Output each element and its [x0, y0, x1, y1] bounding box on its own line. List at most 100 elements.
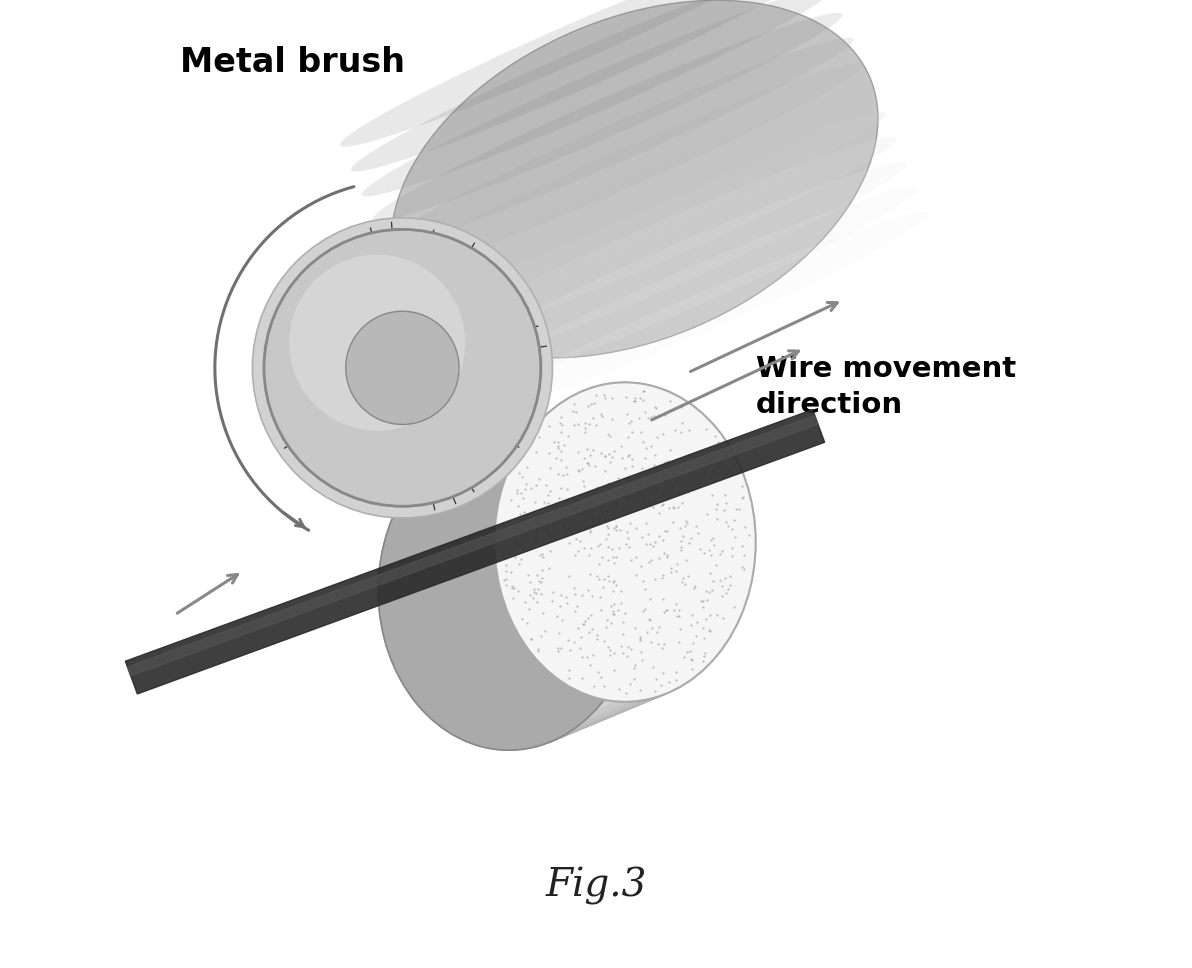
Point	[666, 563, 685, 579]
Point	[554, 518, 573, 533]
Point	[620, 539, 639, 555]
Point	[639, 409, 658, 425]
Point	[668, 468, 687, 483]
Point	[650, 619, 669, 634]
Point	[496, 572, 515, 588]
Point	[676, 518, 695, 533]
Point	[555, 502, 575, 518]
Polygon shape	[633, 575, 753, 640]
Point	[552, 588, 571, 603]
Text: Fig.3: Fig.3	[545, 866, 647, 905]
Point	[625, 660, 644, 676]
Point	[611, 439, 631, 454]
Point	[710, 572, 730, 588]
Point	[610, 522, 629, 537]
Point	[565, 503, 584, 519]
Polygon shape	[563, 681, 690, 737]
Point	[530, 586, 550, 601]
Point	[646, 400, 665, 415]
Point	[572, 629, 591, 645]
Point	[540, 544, 559, 560]
Ellipse shape	[290, 255, 465, 431]
Point	[611, 639, 631, 654]
Point	[718, 449, 737, 465]
Point	[697, 592, 716, 608]
Point	[591, 445, 610, 461]
Point	[596, 448, 615, 464]
Point	[603, 411, 622, 427]
Point	[713, 543, 732, 559]
Point	[701, 547, 720, 562]
Point	[607, 518, 626, 533]
Point	[638, 624, 657, 640]
Point	[524, 585, 544, 600]
Point	[551, 481, 570, 497]
Point	[581, 657, 600, 673]
Point	[635, 601, 654, 617]
Point	[569, 462, 588, 477]
Point	[701, 532, 720, 548]
Point	[621, 515, 640, 530]
Point	[592, 408, 611, 424]
Point	[645, 447, 664, 463]
Point	[671, 467, 690, 482]
Point	[596, 448, 615, 464]
Ellipse shape	[416, 112, 886, 320]
Point	[552, 443, 571, 459]
Point	[722, 540, 741, 556]
Point	[602, 616, 621, 631]
Point	[622, 424, 641, 439]
Point	[634, 392, 653, 408]
Point	[603, 606, 622, 621]
Point	[509, 557, 528, 572]
Point	[694, 545, 713, 560]
Point	[604, 596, 623, 612]
Point	[519, 567, 538, 583]
Point	[634, 383, 653, 399]
Point	[583, 589, 602, 604]
Point	[598, 553, 617, 568]
Point	[510, 506, 529, 522]
Point	[631, 632, 650, 648]
Point	[701, 623, 720, 639]
Point	[534, 605, 553, 620]
Point	[696, 583, 715, 598]
Point	[552, 409, 571, 425]
Point	[550, 625, 569, 641]
Point	[597, 518, 616, 533]
Point	[681, 448, 700, 464]
Point	[648, 636, 668, 651]
Point	[492, 547, 511, 562]
Ellipse shape	[405, 87, 875, 295]
Point	[548, 440, 567, 456]
Point	[513, 469, 532, 485]
Point	[634, 494, 653, 509]
Point	[559, 670, 578, 685]
Point	[583, 621, 602, 637]
Point	[621, 412, 640, 428]
Point	[677, 516, 696, 531]
Point	[704, 537, 724, 553]
Point	[547, 496, 566, 511]
Point	[592, 550, 611, 565]
Point	[664, 499, 683, 515]
Point	[721, 568, 740, 584]
Point	[584, 679, 603, 694]
Point	[559, 535, 578, 551]
Point	[687, 628, 706, 644]
Point	[653, 665, 672, 681]
Point	[604, 511, 623, 527]
Point	[588, 513, 607, 529]
Point	[548, 641, 567, 656]
Point	[672, 415, 691, 431]
Point	[582, 540, 601, 556]
Point	[529, 429, 548, 444]
Point	[514, 491, 533, 506]
Point	[669, 603, 688, 619]
Point	[575, 478, 594, 494]
Point	[659, 500, 678, 516]
Point	[619, 489, 638, 504]
Point	[491, 529, 510, 544]
Point	[658, 548, 677, 563]
Point	[656, 408, 675, 423]
